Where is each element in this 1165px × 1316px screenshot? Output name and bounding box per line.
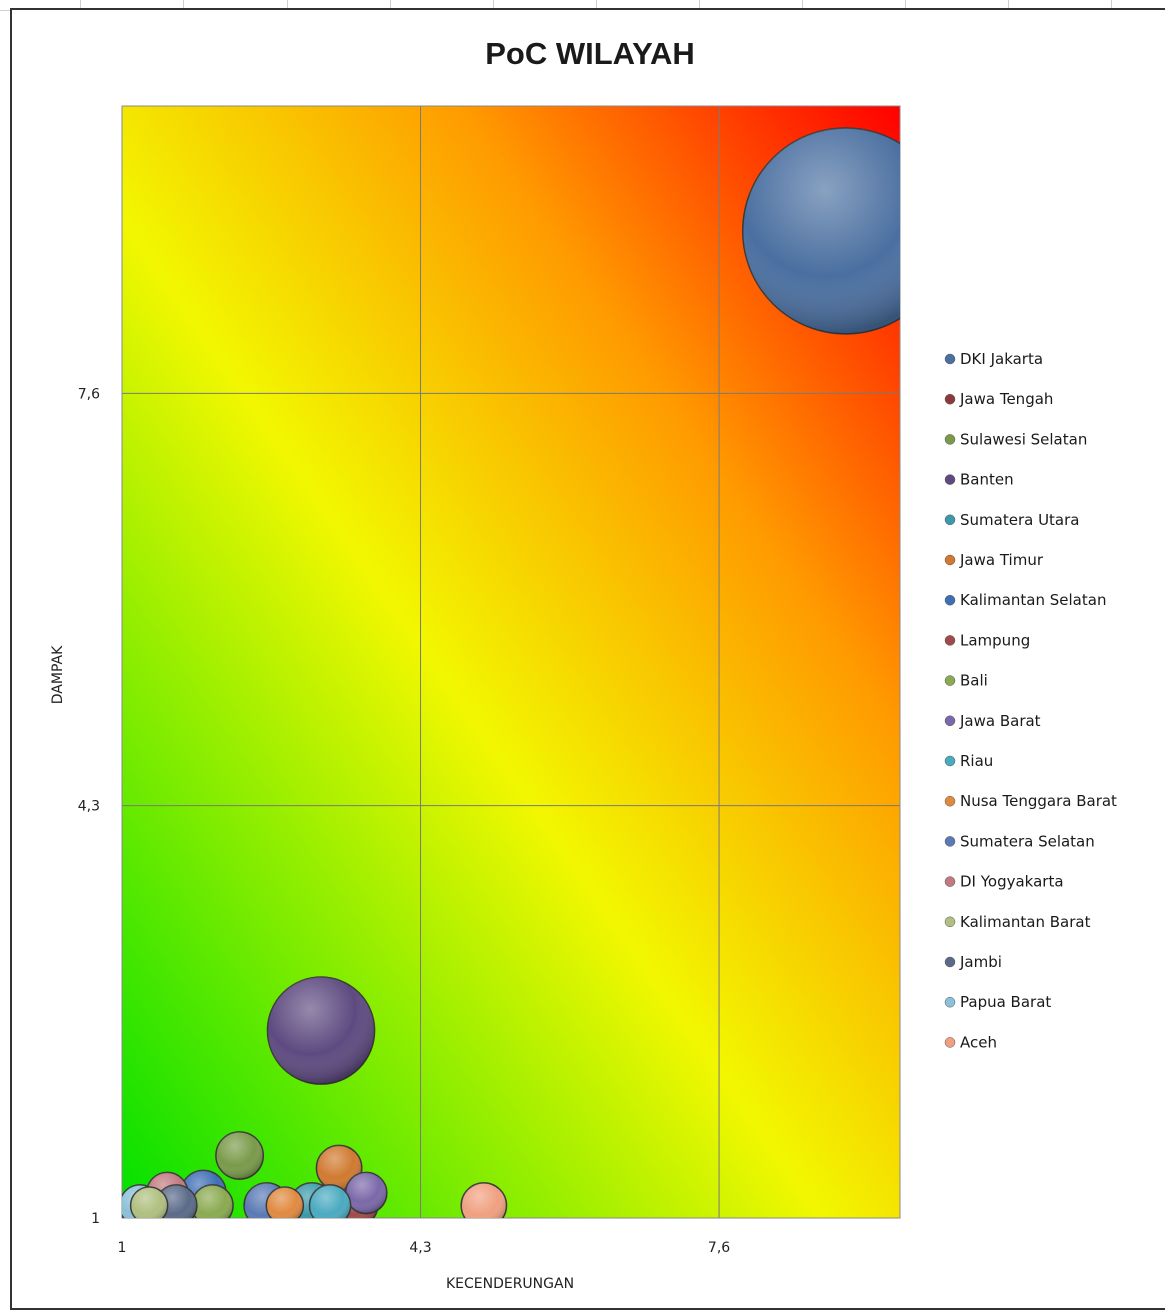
bubble-chart: PoC WILAYAH 1 4,3 7,6 1 4,3 7,6 KECENDERUNGAN… [50, 36, 1117, 1292]
legend-item: Sulawesi Selatan [944, 430, 1087, 448]
legend-marker [944, 755, 956, 767]
bubble-dki-jakarta [742, 127, 900, 335]
legend-item: Lampung [944, 631, 1030, 649]
legend-marker [944, 916, 956, 928]
x-tick-label: 7,6 [708, 1240, 730, 1256]
legend-label: Sulawesi Selatan [960, 430, 1087, 448]
legend-marker [944, 554, 956, 566]
legend-label: Kalimantan Barat [960, 913, 1091, 931]
legend-label: Sumatera Utara [960, 511, 1079, 529]
legend-label: DI Yogyakarta [960, 873, 1064, 891]
legend-item: Jawa Timur [944, 551, 1044, 569]
legend-label: Nusa Tenggara Barat [960, 792, 1117, 810]
y-tick-label: 1 [91, 1211, 100, 1227]
x-tick-label: 1 [118, 1240, 127, 1256]
legend-item: DI Yogyakarta [944, 873, 1064, 891]
bubble-aceh [460, 1182, 508, 1218]
legend-marker [944, 996, 956, 1008]
legend-label: Lampung [960, 631, 1030, 649]
chart-frame[interactable]: PoC WILAYAH 1 4,3 7,6 1 4,3 7,6 KECENDERUNGAN… [10, 8, 1165, 1310]
y-axis-label: DAMPAK [50, 645, 66, 704]
legend-marker [944, 635, 956, 646]
y-tick-label: 4,3 [78, 799, 100, 815]
legend-item: Banten [944, 471, 1014, 489]
legend-label: Aceh [960, 1033, 997, 1051]
legend-item: Aceh [944, 1033, 997, 1051]
legend-label: Jawa Tengah [959, 390, 1053, 408]
legend-label: Jambi [959, 953, 1002, 971]
legend-marker [944, 353, 956, 365]
legend-item: Sumatera Selatan [944, 832, 1095, 850]
x-axis-label: KECENDERUNGAN [446, 1276, 574, 1292]
legend-item: DKI Jakarta [944, 350, 1043, 368]
legend-item: Nusa Tenggara Barat [944, 792, 1117, 810]
legend-marker [944, 594, 956, 606]
legend-item: Jawa Barat [944, 712, 1041, 730]
legend-marker [944, 514, 956, 526]
legend-item: Jambi [944, 953, 1002, 971]
legend-marker [944, 474, 956, 485]
legend-label: Kalimantan Selatan [960, 591, 1106, 609]
legend: DKI Jakarta Jawa Tengah Sulawesi Selatan Ba… [944, 350, 1117, 1051]
legend-marker [944, 434, 956, 445]
legend-label: Papua Barat [960, 993, 1051, 1011]
legend-label: Sumatera Selatan [960, 832, 1095, 850]
legend-marker [944, 795, 956, 807]
legend-item: Sumatera Utara [944, 511, 1079, 529]
bubbles [122, 127, 900, 1218]
tick-labels: 1 4,3 7,6 1 4,3 7,6 [78, 386, 731, 1256]
legend-marker [944, 675, 956, 686]
chart-title: PoC WILAYAH [485, 36, 695, 71]
legend-item: Kalimantan Selatan [944, 591, 1106, 609]
y-tick-label: 7,6 [78, 386, 100, 402]
legend-marker [944, 1037, 956, 1048]
bubble-riau [308, 1184, 352, 1218]
legend-marker [944, 956, 956, 968]
bubble-jawa-barat [344, 1171, 388, 1215]
bubble-sulawesi-selatan [215, 1131, 265, 1180]
legend-label: Banten [960, 471, 1014, 489]
legend-marker [944, 836, 956, 847]
legend-item: Kalimantan Barat [944, 913, 1091, 931]
x-tick-label: 4,3 [409, 1240, 431, 1256]
legend-marker [944, 876, 956, 887]
legend-marker [944, 715, 956, 727]
legend-label: Jawa Timur [959, 551, 1044, 569]
legend-item: Jawa Tengah [944, 390, 1053, 408]
bubble-kalimantan-barat [129, 1186, 169, 1218]
legend-item: Papua Barat [944, 993, 1051, 1011]
legend-item: Riau [944, 752, 993, 770]
bubble-banten [266, 976, 376, 1085]
legend-label: DKI Jakarta [960, 350, 1043, 368]
bubble-bali [191, 1184, 234, 1218]
bubble-nusa-tenggara-barat [265, 1186, 305, 1218]
plot-border [121, 105, 901, 1219]
legend-label: Jawa Barat [959, 712, 1041, 730]
legend-label: Riau [960, 752, 993, 770]
legend-item: Bali [944, 672, 988, 690]
legend-label: Bali [960, 672, 988, 690]
legend-marker [944, 393, 956, 405]
